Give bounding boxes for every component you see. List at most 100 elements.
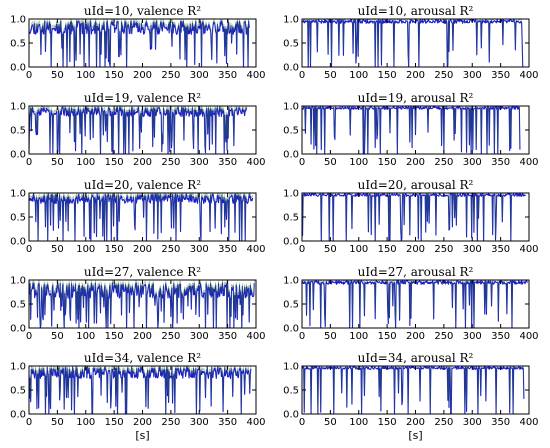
panel-8-xtick-label: 400 [246,417,265,428]
panel-5-xtick-label: 50 [324,244,337,255]
panel-7-frame [301,279,530,329]
panel-2-xtick-label: 50 [51,157,64,168]
panel-8-xtick-label: 300 [190,417,209,428]
panel-2-xtick-label: 100 [76,157,95,168]
panel-9-xtick-label: 100 [349,417,368,428]
panel-5-ytick-label: 0.0 [283,237,299,248]
panel-7-xtick-label: 0 [299,331,305,342]
panel-9-ytick-label: 0.0 [283,410,299,421]
panel-8-xtick-label: 100 [76,417,95,428]
panel-6-xtick-label: 50 [51,331,64,342]
panel-9-xtick-label: 0 [299,417,305,428]
panel-3-xtick-label: 400 [519,157,538,168]
panel-3-xtick-label: 0 [299,157,305,168]
panel-8-ytick-label: 0.0 [10,410,26,421]
panel-4-xtick-label: 100 [76,244,95,255]
panel-9-frame [301,365,530,415]
panel-7-xtick-label: 200 [406,331,425,342]
panel-3-ytick-label: 0.0 [283,150,299,161]
panel-9-xaxis-label: [s] [408,429,422,442]
panel-0-xtick-label: 0 [26,70,32,81]
panel-4-ytick-label: 0.0 [10,237,26,248]
panel-1-xtick-label: 200 [406,70,425,81]
panel-3-xtick-label: 50 [324,157,337,168]
panel-1-title: uId=10, arousal R² [358,4,474,18]
panel-0-title: uId=10, valence R² [84,4,201,18]
panel-1-xtick-label: 150 [378,70,397,81]
panel-0-ytick-label: 1.0 [10,15,26,26]
panel-4-xtick-label: 300 [190,244,209,255]
panel-9-series-band [302,365,525,412]
panel-5-xtick-label: 150 [378,244,397,255]
panel-3-series-line [301,105,521,155]
panel-5-xtick-label: 0 [299,244,305,255]
panel-2-ytick-label: 0.5 [10,126,26,137]
panel-6-series-band [28,279,255,326]
panel-0-xtick-label: 150 [105,70,124,81]
panel-9-xtick-label: 400 [519,417,538,428]
panel-9-series-line [301,365,525,415]
panel-6-xtick-label: 0 [26,331,32,342]
panel-8-series-line [28,366,252,415]
panel-2-ytick-label: 0.0 [10,150,26,161]
panel-6-ytick-label: 1.0 [10,276,26,287]
panel-8-title: uId=34, valence R² [84,351,201,365]
panel-7-xtick-label: 50 [324,331,337,342]
panel-7-xtick-label: 250 [434,331,453,342]
panel-9-xtick-label: 50 [324,417,337,428]
panel-6-xtick-label: 300 [190,331,209,342]
panel-3-xtick-label: 200 [406,157,425,168]
panel-8-xtick-label: 0 [26,417,32,428]
panel-4-ytick-label: 1.0 [10,189,26,200]
panel-7-series-band [301,278,528,326]
panel-8-xaxis-label: [s] [135,429,149,442]
panel-1-ytick-label: 0.5 [283,39,299,50]
panel-5-series-line [301,192,526,242]
panel-8-xtick-label: 350 [218,417,237,428]
panel-2-xtick-label: 200 [133,157,152,168]
panel-0-ytick-label: 0.5 [10,39,26,50]
panel-7-xtick-label: 400 [519,331,538,342]
panel-7-xtick-label: 100 [349,331,368,342]
panel-9-title: uId=34, arousal R² [358,351,474,365]
panel-3-ytick-label: 1.0 [283,102,299,113]
panel-9-xtick-label: 150 [378,417,397,428]
panel-6-xtick-label: 150 [105,331,124,342]
panel-8-xtick-label: 150 [105,417,124,428]
panel-5-xtick-label: 100 [349,244,368,255]
panel-3-xtick-label: 100 [349,157,368,168]
panel-4-ytick-label: 0.5 [10,213,26,224]
panel-6-title: uId=27, valence R² [84,265,201,279]
panel-1-ytick-label: 0.0 [283,63,299,74]
panel-7-xtick-label: 350 [491,331,510,342]
panel-2-ytick-label: 1.0 [10,102,26,113]
panel-3-xtick-label: 300 [463,157,482,168]
panel-3-xtick-label: 350 [491,157,510,168]
panel-1-xtick-label: 100 [349,70,368,81]
panel-2-series-line [28,106,248,155]
panel-7-ytick-label: 0.0 [283,324,299,335]
panel-8-xtick-label: 50 [51,417,64,428]
panel-4-xtick-label: 400 [246,244,265,255]
panel-7-xtick-label: 300 [463,331,482,342]
panel-7-xtick-label: 150 [378,331,397,342]
panel-0-xtick-label: 400 [246,70,265,81]
panel-0-xtick-label: 350 [218,70,237,81]
panel-8-ytick-label: 1.0 [10,362,26,373]
panel-5-ytick-label: 0.5 [283,213,299,224]
panel-2-xtick-label: 0 [26,157,32,168]
panel-5-xtick-label: 400 [519,244,538,255]
panel-1-frame [301,18,530,68]
panel-7-ytick-label: 1.0 [283,276,299,287]
panel-0-xtick-label: 100 [76,70,95,81]
panel-1-xtick-label: 0 [299,70,305,81]
panel-4-xtick-label: 350 [218,244,237,255]
panel-3-title: uId=19, arousal R² [358,91,474,105]
panel-5-xtick-label: 200 [406,244,425,255]
panel-5-title: uId=20, arousal R² [358,178,474,192]
panel-9-ytick-label: 0.5 [283,386,299,397]
panel-1-xtick-label: 350 [491,70,510,81]
panel-3-xtick-label: 150 [378,157,397,168]
panel-6-ytick-label: 0.0 [10,324,26,335]
